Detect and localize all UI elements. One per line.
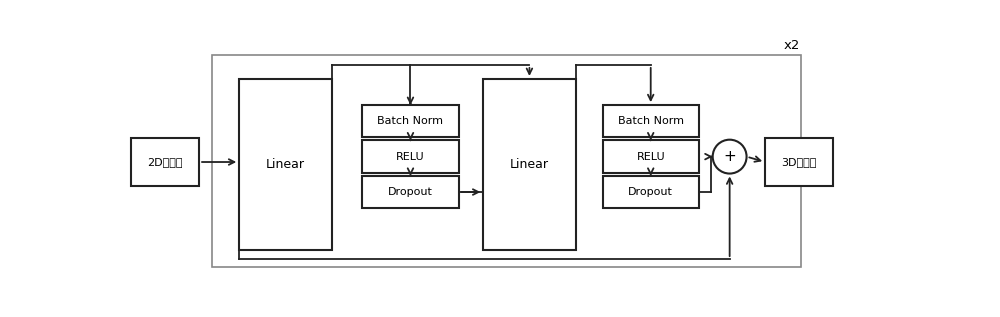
- Text: 3D关节点: 3D关节点: [781, 157, 817, 167]
- Bar: [765, 138, 833, 186]
- Text: RELU: RELU: [396, 152, 425, 162]
- Bar: [362, 140, 459, 173]
- Bar: [362, 176, 459, 208]
- Text: Batch Norm: Batch Norm: [618, 116, 684, 126]
- Bar: [603, 140, 699, 173]
- Text: RELU: RELU: [636, 152, 665, 162]
- Text: Dropout: Dropout: [628, 187, 673, 197]
- Text: Batch Norm: Batch Norm: [377, 116, 443, 126]
- Text: Dropout: Dropout: [388, 187, 433, 197]
- Text: Linear: Linear: [266, 158, 305, 171]
- Text: +: +: [723, 149, 736, 164]
- Bar: [239, 79, 332, 250]
- Bar: [603, 176, 699, 208]
- Bar: [603, 105, 699, 137]
- Bar: [212, 55, 801, 267]
- Bar: [483, 79, 576, 250]
- Text: Linear: Linear: [510, 158, 549, 171]
- Bar: [131, 138, 199, 186]
- Text: 2D关节点: 2D关节点: [147, 157, 183, 167]
- Bar: [362, 105, 459, 137]
- Text: x2: x2: [783, 39, 800, 52]
